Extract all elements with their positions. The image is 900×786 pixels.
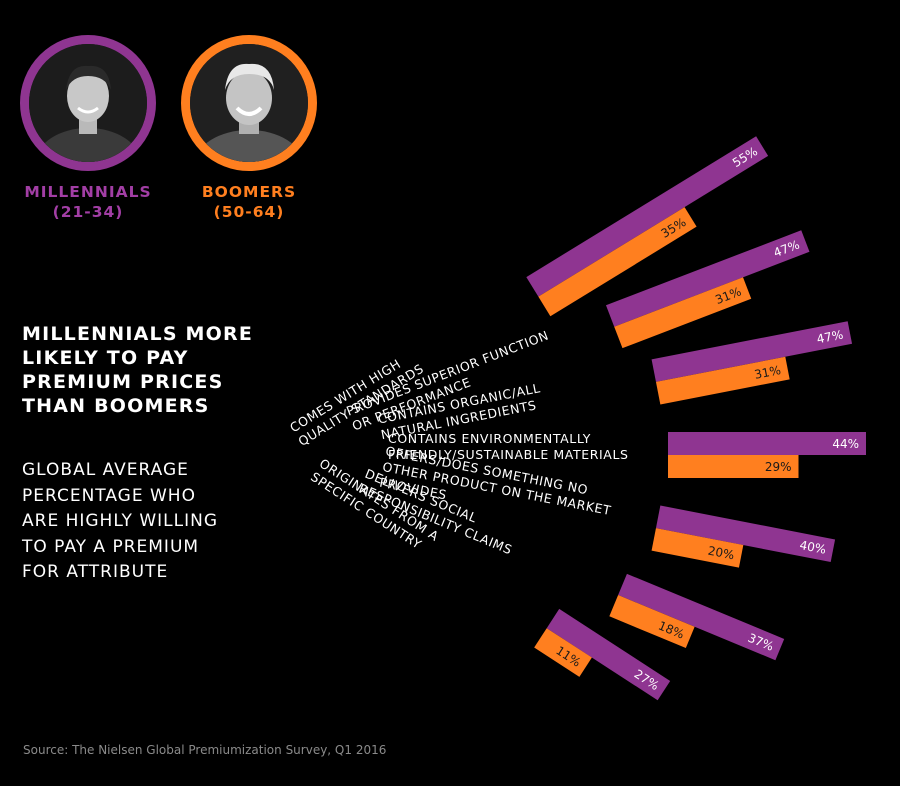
millennials-value-label: 44% (832, 437, 859, 451)
millennials-bar (618, 573, 785, 661)
millennials-bar (651, 321, 853, 382)
boomers-label: BOOMERS (50-64) (171, 182, 327, 222)
millennials-bar (605, 230, 810, 327)
category-label: CONTAINS ENVIRONMENTALLY FRIENDLY/SUSTAIN… (388, 431, 629, 462)
bar-group-7: 27%11%ORIGINATES FROM ASPECIFIC COUNTRY (308, 456, 671, 701)
millennials-value-label: 47% (816, 327, 845, 346)
boomers-name: BOOMERS (201, 183, 297, 201)
millennials-bar (526, 136, 769, 297)
subhead: GLOBAL AVERAGE PERCENTAGE WHO ARE HIGHLY… (22, 460, 219, 582)
boomers-value-label: 31% (753, 363, 782, 382)
millennials-bar (668, 432, 866, 455)
millennial-avatar (20, 35, 156, 171)
millennials-bar (546, 608, 671, 701)
millennials-label: MILLENNIALS (21-34) (10, 182, 166, 222)
boomers-bar (655, 356, 790, 405)
boomers-bar (534, 628, 592, 677)
boomers-value-label: 20% (707, 544, 736, 563)
millennials-value-label: 40% (798, 538, 827, 557)
boomers-value-label: 29% (765, 460, 792, 474)
millennials-bar (655, 505, 836, 563)
bar-group-4: 44% 29% CONTAINS ENVIRONMENTALLY FRIENDLY/S… (388, 431, 866, 478)
millennials-name: MILLENNIALS (24, 183, 152, 201)
source-note: Source: The Nielsen Global Premiumizatio… (23, 743, 387, 757)
millennial-portrait-icon (29, 44, 147, 162)
millennials-ages: (21-34) (52, 203, 124, 221)
headline: MILLENNIALS MORE LIKELY TO PAY PREMIUM P… (22, 323, 254, 417)
boomer-avatar (181, 35, 317, 171)
boomer-portrait-icon (190, 44, 308, 162)
boomers-bar (614, 277, 752, 349)
boomers-bar (538, 207, 697, 317)
boomers-bar (668, 455, 799, 478)
boomers-ages: (50-64) (213, 203, 285, 221)
boomers-bar (609, 595, 695, 648)
boomers-bar (651, 528, 744, 568)
